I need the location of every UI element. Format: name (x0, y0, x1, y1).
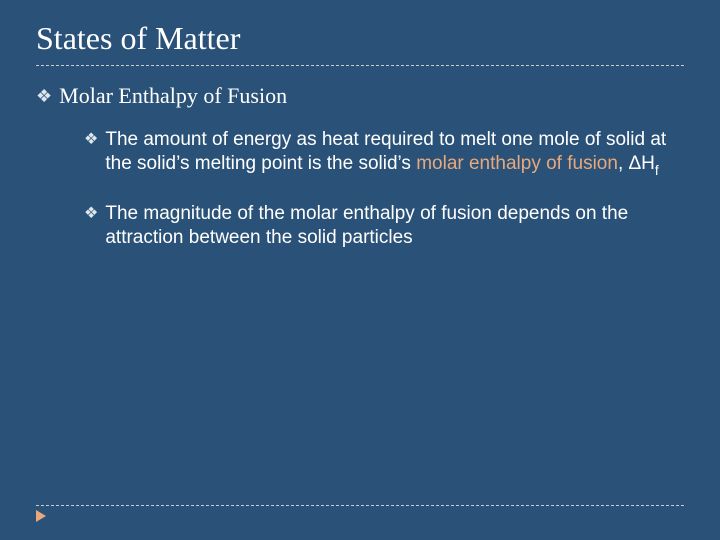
level2-text: The magnitude of the molar enthalpy of f… (105, 202, 684, 256)
level2-text: The amount of energy as heat required to… (105, 128, 684, 182)
bullet-level2: ❖ The magnitude of the molar enthalpy of… (84, 202, 684, 256)
level2-group: ❖ The amount of energy as heat required … (84, 128, 684, 256)
text-highlight: molar enthalpy of fusion (416, 153, 618, 174)
bullet-icon: ❖ (36, 82, 49, 110)
bullet-level2: ❖ The amount of energy as heat required … (84, 128, 684, 182)
bullet-icon: ❖ (84, 128, 95, 152)
divider-bottom (36, 505, 684, 506)
arrow-icon (36, 510, 46, 522)
text-pre: The magnitude of the molar enthalpy of f… (105, 203, 628, 248)
slide: States of Matter ❖ Molar Enthalpy of Fus… (0, 0, 720, 540)
level1-text: Molar Enthalpy of Fusion (59, 82, 287, 110)
page-title: States of Matter (36, 20, 684, 57)
bullet-level1: ❖ Molar Enthalpy of Fusion (36, 82, 684, 110)
text-subscript: f (655, 163, 659, 178)
divider-top (36, 65, 684, 66)
bullet-icon: ❖ (84, 202, 95, 226)
text-post: , ΔH (618, 153, 655, 174)
